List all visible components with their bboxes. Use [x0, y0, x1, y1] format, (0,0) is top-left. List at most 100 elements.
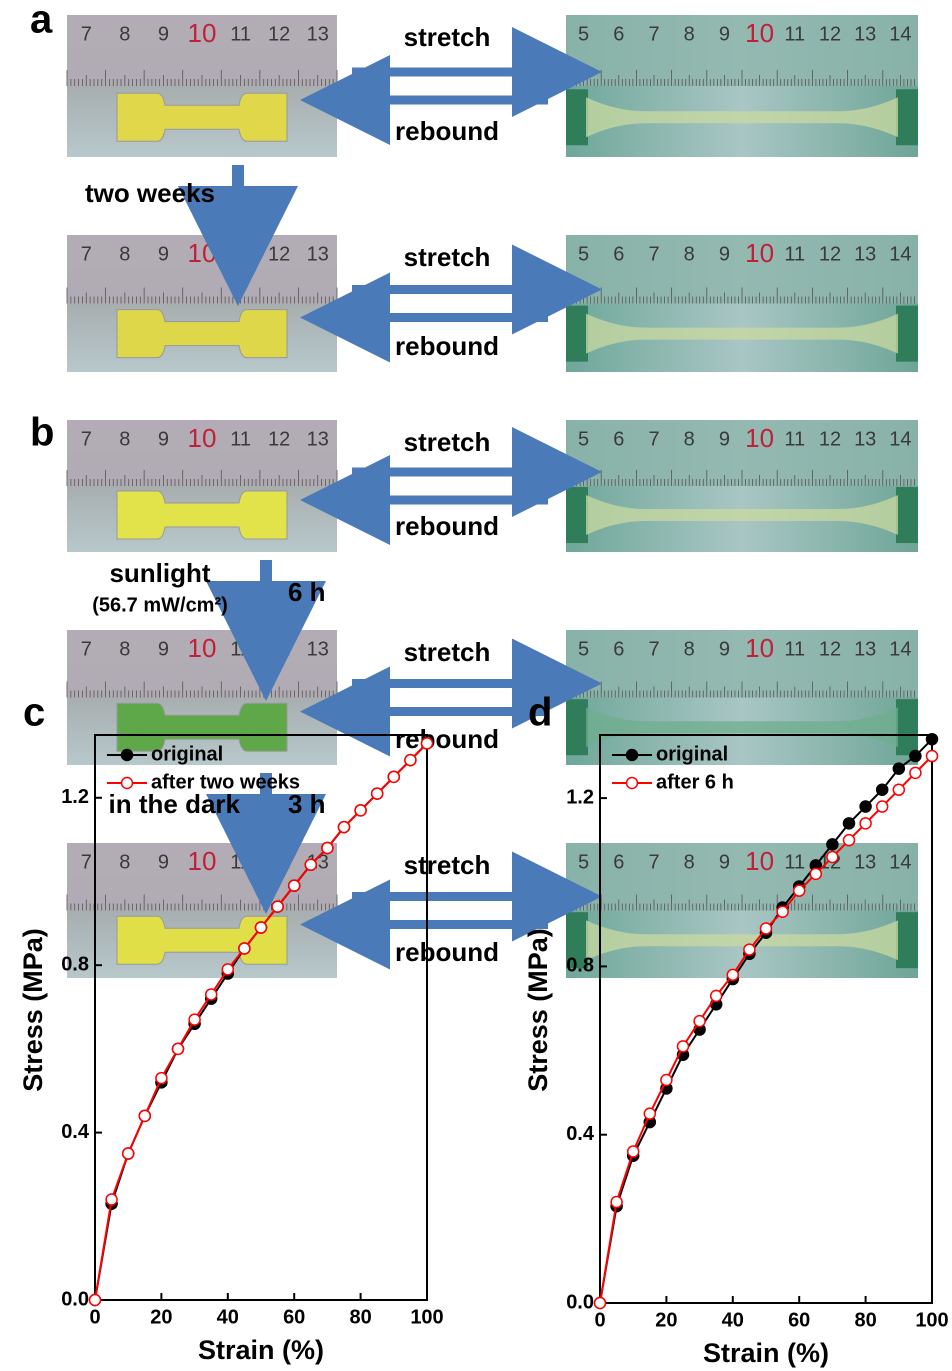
data-point — [892, 762, 906, 775]
ruler-number: 8 — [684, 638, 695, 660]
legend-label: original — [656, 743, 728, 765]
data-point — [875, 800, 889, 813]
ruler-number: 10 — [188, 423, 217, 453]
data-point — [138, 1109, 152, 1123]
y-tick-label: 1.2 — [566, 786, 594, 808]
legend-label: after 6 h — [656, 771, 734, 793]
ruler-number: 5 — [578, 243, 589, 265]
x-tick-label: 40 — [722, 1309, 744, 1331]
stretch-label: stretch — [404, 850, 491, 880]
ruler-number: 10 — [188, 18, 217, 48]
stretch-label: stretch — [404, 427, 491, 457]
ruler-number: 7 — [81, 851, 92, 873]
photo: 7 8 9 10 11 12 13 — [66, 15, 338, 157]
x-axis-label: Strain (%) — [703, 1338, 829, 1368]
data-point — [909, 766, 922, 780]
ruler-number: 8 — [684, 851, 695, 873]
ruler-number: 14 — [889, 428, 911, 450]
ruler-number: 9 — [719, 428, 730, 450]
ruler-number: 7 — [81, 638, 92, 660]
grip — [896, 912, 918, 969]
ruler-number: 11 — [784, 243, 805, 265]
series-line — [599, 755, 933, 1304]
data-point — [304, 858, 318, 871]
series-line — [94, 742, 428, 1301]
panel-label: d — [528, 691, 552, 735]
y-tick-label: 0.0 — [566, 1291, 594, 1313]
data-point — [859, 817, 872, 830]
data-point — [155, 1071, 168, 1085]
data-point — [909, 749, 922, 763]
ruler-number: 9 — [719, 638, 730, 660]
ruler-number: 7 — [648, 638, 659, 660]
stretch-label: stretch — [404, 637, 491, 667]
data-point — [709, 989, 723, 1003]
ruler-number: 5 — [578, 23, 589, 45]
data-point — [337, 820, 351, 834]
ruler-number: 12 — [268, 638, 290, 660]
ruler-number: 6 — [613, 428, 624, 450]
ruler-number: 9 — [158, 428, 169, 450]
ruler-number: 13 — [307, 23, 329, 45]
grip — [896, 89, 918, 146]
ruler-number: 12 — [819, 428, 841, 450]
ruler-number: 9 — [719, 851, 730, 873]
ruler-number: 9 — [158, 851, 169, 873]
ruler-number: 12 — [819, 638, 841, 660]
ruler-number: 13 — [854, 851, 876, 873]
x-tick-label: 20 — [655, 1309, 677, 1331]
stretch-label: stretch — [404, 242, 491, 272]
ruler-number: 6 — [613, 638, 624, 660]
ruler-number: 5 — [578, 851, 589, 873]
ruler-number: 11 — [230, 243, 251, 265]
ruler-number: 11 — [784, 851, 805, 873]
ruler-number: 12 — [268, 851, 290, 873]
specimen — [586, 495, 898, 536]
ruler-number: 10 — [188, 238, 217, 268]
data-point — [238, 942, 251, 955]
data-point — [593, 1296, 607, 1310]
ruler-number: 8 — [119, 243, 130, 265]
ruler-number: 10 — [745, 633, 774, 663]
legend-label: original — [151, 743, 223, 765]
ruler-number: 13 — [854, 428, 876, 450]
data-point — [792, 884, 806, 897]
specimen — [116, 92, 288, 142]
ruler-number: 9 — [719, 23, 730, 45]
ruler-number: 8 — [119, 851, 130, 873]
ruler-number: 5 — [578, 638, 589, 660]
ruler-number: 10 — [745, 423, 774, 453]
grip — [566, 89, 588, 146]
ruler-number: 7 — [648, 243, 659, 265]
ruler-number: 7 — [81, 428, 92, 450]
data-point — [404, 753, 417, 767]
specimen — [586, 313, 898, 354]
panel-label: b — [30, 411, 54, 455]
ruler-number: 10 — [188, 846, 217, 876]
ruler-number: 11 — [784, 638, 805, 660]
ruler-number: 11 — [230, 23, 251, 45]
ruler-number: 8 — [684, 428, 695, 450]
x-tick-label: 0 — [594, 1309, 605, 1331]
specimen — [116, 702, 288, 752]
ruler-number: 10 — [745, 18, 774, 48]
ruler-number: 7 — [81, 243, 92, 265]
grip — [896, 699, 918, 756]
ruler-number: 12 — [268, 243, 290, 265]
data-point — [171, 1042, 185, 1056]
data-point — [354, 804, 367, 817]
ruler-number: 10 — [745, 238, 774, 268]
ruler-number: 7 — [648, 428, 659, 450]
rebound-label: rebound — [395, 937, 499, 967]
ruler-number: 8 — [684, 243, 695, 265]
ruler-number: 8 — [119, 428, 130, 450]
photo: 7 8 9 10 11 12 13 — [66, 843, 338, 978]
data-point — [776, 905, 789, 918]
ruler-number: 9 — [158, 23, 169, 45]
data-point — [643, 1107, 657, 1120]
data-point — [842, 833, 856, 847]
data-point — [105, 1193, 118, 1206]
data-point — [121, 1147, 135, 1160]
